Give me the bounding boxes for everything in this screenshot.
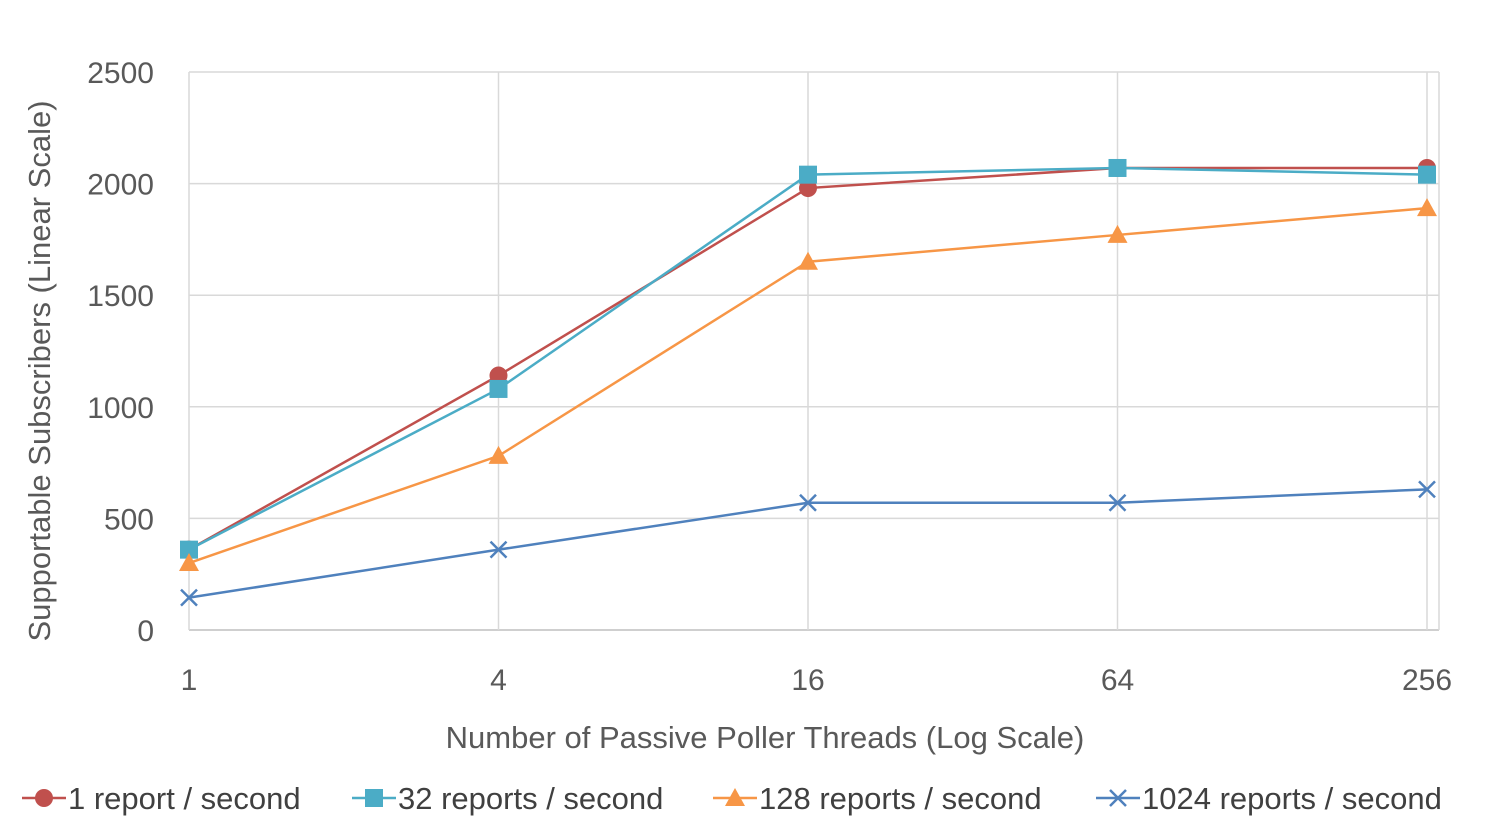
y-tick-label: 500 (104, 503, 154, 536)
x-axis-ticks: 1 4 16 64 256 (181, 664, 1452, 697)
x-tick-label: 1 (181, 664, 198, 697)
legend-label: 32 reports / second (398, 781, 663, 816)
data-point (180, 540, 198, 559)
gridlines (188, 71, 1440, 631)
x-axis-title: Number of Passive Poller Threads (Log Sc… (446, 720, 1085, 755)
data-point (1417, 198, 1437, 217)
data-point (180, 588, 198, 607)
legend-marker (365, 789, 383, 807)
x-tick-label: 16 (791, 664, 824, 697)
series-2 (180, 158, 1436, 559)
data-point (1418, 480, 1436, 499)
data-point (798, 251, 818, 270)
legend-marker (725, 788, 745, 806)
legend-entry: 1 report / second (22, 781, 301, 816)
y-axis-title: Supportable Subscribers (Linear Scale) (22, 100, 57, 641)
legend-label: 128 reports / second (759, 781, 1042, 816)
legend-label: 1024 reports / second (1142, 781, 1442, 816)
y-tick-label: 1500 (87, 280, 154, 313)
data-point (1108, 493, 1127, 512)
data-point (488, 445, 509, 464)
data-point (179, 553, 199, 572)
data-point (1107, 224, 1128, 243)
data-point (489, 379, 508, 398)
data-point (489, 540, 508, 559)
data-point (1418, 165, 1436, 184)
series-layer (179, 158, 1437, 607)
legend-entry: 1024 reports / second (1096, 781, 1442, 816)
legend-marker (35, 789, 53, 807)
y-tick-label: 2000 (87, 169, 154, 202)
y-tick-label: 2500 (87, 57, 154, 90)
x-tick-label: 256 (1402, 664, 1452, 697)
legend-entry: 128 reports / second (713, 781, 1042, 816)
series-4 (180, 480, 1436, 607)
data-point (799, 165, 817, 184)
x-tick-label: 64 (1101, 664, 1134, 697)
y-tick-label: 1000 (87, 392, 154, 425)
series-3 (179, 198, 1437, 572)
y-axis-ticks: 0 500 1000 1500 2000 2500 (87, 57, 154, 648)
legend-marker (1109, 789, 1127, 807)
x-tick-label: 4 (490, 664, 507, 697)
y-tick-label: 0 (137, 615, 154, 648)
legend: 1 report / second 32 reports / second 128 … (22, 781, 1442, 816)
legend-label: 1 report / second (68, 781, 301, 816)
legend-entry: 32 reports / second (352, 781, 663, 816)
data-point (1108, 158, 1127, 177)
data-point (799, 493, 817, 512)
